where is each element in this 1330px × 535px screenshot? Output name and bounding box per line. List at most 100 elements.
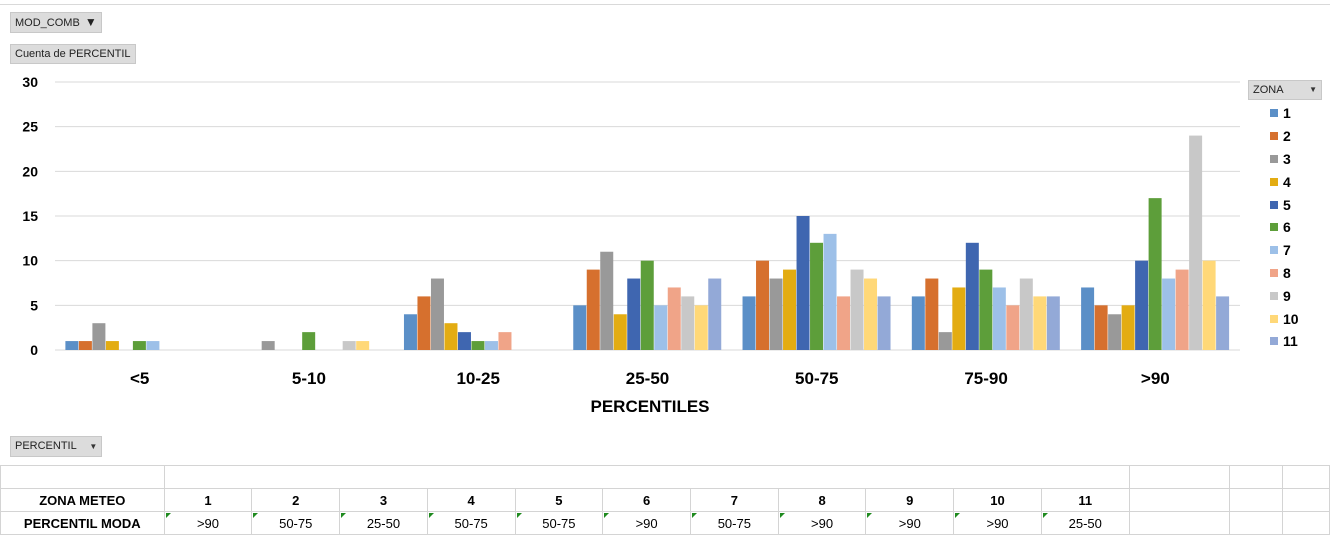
legend-swatch (1270, 177, 1278, 186)
bar-zona-6-25-50 (640, 260, 654, 350)
funnel-icon: ▼ (84, 15, 97, 29)
legend-swatch (1270, 109, 1278, 118)
empty-cell[interactable] (1281, 488, 1330, 512)
zona-cell[interactable]: 3 (339, 488, 428, 512)
moda-value: 50-75 (542, 515, 576, 531)
moda-cell[interactable]: >90 (602, 511, 691, 535)
table-spacer (1229, 465, 1283, 489)
zona-cell[interactable]: 9 (865, 488, 955, 512)
zona-cell[interactable]: 2 (251, 488, 341, 512)
table-spacer (0, 465, 165, 489)
y-tick-label: 30 (22, 74, 38, 90)
table-row: PERCENTIL MODA >90 50-75 25-50 50-75 50-75 >9… (0, 511, 1330, 535)
bar-zona-7-50-75 (823, 233, 837, 350)
chevron-down-icon: ▼ (89, 442, 98, 451)
legend-swatch (1270, 291, 1278, 300)
zona-cell[interactable]: 7 (689, 488, 779, 512)
moda-cell[interactable]: 50-75 (689, 511, 779, 535)
empty-cell[interactable] (1281, 511, 1330, 535)
bar-zona-9-25-50 (681, 296, 695, 350)
axis-field-label: PERCENTIL (15, 440, 77, 452)
bar-zona-2-10-25 (417, 296, 431, 350)
moda-value: >90 (898, 515, 921, 531)
x-tick-label: 5-10 (292, 369, 326, 388)
bar-zona-8-10-25 (498, 332, 512, 350)
bar-zona-4->90 (1121, 305, 1135, 350)
bar-zona-10->90 (1202, 260, 1216, 350)
x-tick-label: >90 (1141, 369, 1170, 388)
bar-chart: 0 5 10 15 20 25 30 <5 5-10 10-25 25-50 50-75 75-90 >9… (22, 74, 1240, 416)
bar-zona-7-10-25 (484, 341, 498, 350)
y-tick-label: 20 (22, 163, 38, 179)
bar-zona-3-<5 (92, 323, 106, 350)
error-indicator-icon (1042, 513, 1048, 518)
moda-cell[interactable]: 50-75 (251, 511, 341, 535)
zona-cell[interactable]: 6 (602, 488, 691, 512)
bar-zona-6-50-75 (810, 242, 824, 350)
moda-cell[interactable]: >90 (777, 511, 867, 535)
moda-cell[interactable]: 25-50 (1040, 511, 1130, 535)
axis-field-button[interactable]: PERCENTIL ▼ (10, 436, 103, 457)
bar-zona-8-25-50 (667, 287, 681, 350)
bar-zona-10-5-10 (356, 341, 370, 350)
zona-cell[interactable]: 4 (426, 488, 516, 512)
bar-zona-5-75-90 (965, 242, 979, 350)
report-filter-button[interactable]: MOD_COMB ▼ (10, 12, 102, 33)
legend-item: 7 (1270, 239, 1299, 262)
legend-label: 8 (1283, 264, 1291, 281)
legend-item: 6 (1270, 216, 1299, 239)
bar-zona-6-75-90 (979, 269, 993, 350)
bar-zona-9-50-75 (850, 269, 864, 350)
empty-cell[interactable] (1229, 488, 1283, 512)
bar-zona-6-<5 (132, 341, 146, 350)
moda-cell[interactable]: 50-75 (426, 511, 516, 535)
empty-cell[interactable] (1128, 488, 1231, 512)
legend-swatch (1270, 154, 1278, 163)
bar-zona-5-10-25 (457, 332, 471, 350)
bar-zona-1-10-25 (403, 314, 417, 350)
legend-label: 3 (1283, 150, 1291, 167)
legend-label: 10 (1283, 310, 1299, 327)
zona-cell[interactable]: 10 (953, 488, 1042, 512)
bar-zona-3-50-75 (769, 278, 783, 350)
bar-zona-1-<5 (65, 341, 79, 350)
bar-zona-5-25-50 (627, 278, 641, 350)
bar-zona-10-75-90 (1033, 296, 1047, 350)
table-spacer (1128, 465, 1231, 489)
bar-zona-9->90 (1189, 135, 1203, 350)
error-indicator-icon (779, 513, 785, 518)
legend-item: 1 (1270, 102, 1299, 125)
legend-item: 4 (1270, 170, 1299, 193)
zona-cell[interactable]: 5 (514, 488, 604, 512)
x-tick-label: 10-25 (456, 369, 499, 388)
value-field-button[interactable]: Cuenta de PERCENTIL (10, 44, 136, 64)
moda-value: >90 (811, 515, 834, 531)
legend-swatch (1270, 132, 1278, 141)
legend-label: 4 (1283, 173, 1291, 190)
empty-cell[interactable] (1128, 511, 1231, 535)
legend-item: 10 (1270, 307, 1299, 330)
legend-label: 7 (1283, 242, 1291, 259)
empty-cell[interactable] (1229, 511, 1283, 535)
legend-field-button[interactable]: ZONA ▼ (1248, 80, 1322, 100)
legend-swatch (1270, 223, 1278, 232)
error-indicator-icon (691, 513, 697, 518)
moda-cell[interactable]: >90 (163, 511, 253, 535)
moda-cell[interactable]: >90 (865, 511, 955, 535)
zona-cell[interactable]: 11 (1040, 488, 1130, 512)
table-spacer (163, 465, 1130, 489)
moda-cell[interactable]: 25-50 (339, 511, 428, 535)
bar-zona-7-25-50 (654, 305, 668, 350)
moda-value: 50-75 (454, 515, 488, 531)
moda-cell[interactable]: 50-75 (514, 511, 604, 535)
bar-zona-2-<5 (78, 341, 92, 350)
zona-cell[interactable]: 1 (163, 488, 253, 512)
error-indicator-icon (165, 513, 171, 518)
y-tick-label: 0 (30, 342, 38, 358)
zona-cell[interactable]: 8 (777, 488, 867, 512)
moda-cell[interactable]: >90 (953, 511, 1042, 535)
bar-zona-11-50-75 (877, 296, 891, 350)
bar-zona-5->90 (1135, 260, 1149, 350)
x-tick-label: <5 (130, 369, 149, 388)
legend-item: 11 (1270, 330, 1299, 353)
